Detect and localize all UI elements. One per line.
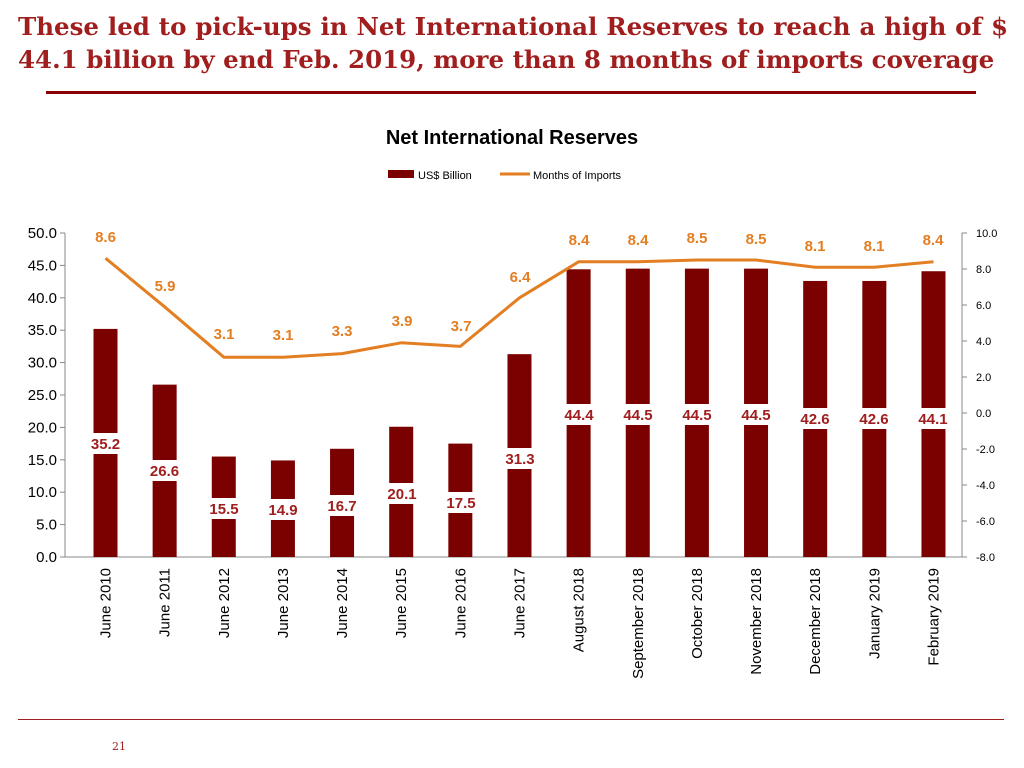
x-category-label: June 2012 <box>216 568 233 638</box>
bar-value-label: 26.6 <box>150 463 179 480</box>
line-value-label: 8.6 <box>95 229 116 246</box>
bar-value-label: 44.1 <box>918 411 947 428</box>
y-right-tick-label: -6.0 <box>976 516 995 528</box>
y-right-tick-label: 0.0 <box>976 408 991 420</box>
bar-value-label: 15.5 <box>209 501 238 518</box>
bar-label-plate <box>560 404 598 425</box>
bar-labels: 35.2 26.6 15.5 14.9 16.7 20.1 17.5 31.3 44.4 44.5… <box>86 404 952 520</box>
y-left-tick-label: 10.0 <box>28 484 57 501</box>
net-international-reserves-chart: Net International Reserves US$ Billion M… <box>28 127 998 679</box>
x-category-label: June 2017 <box>511 568 528 638</box>
y-left-tick-label: 0.0 <box>36 549 57 566</box>
bar-label-plate <box>264 499 302 520</box>
bar-value-label: 42.6 <box>859 411 888 428</box>
bar-label-plate <box>737 404 775 425</box>
bar-label-plate <box>205 498 243 519</box>
y-right-tick-label: 2.0 <box>976 372 991 384</box>
x-category-label: December 2018 <box>807 568 824 675</box>
x-category-label: November 2018 <box>748 568 765 675</box>
y-left-tick-label: 5.0 <box>36 517 57 534</box>
y-left-tick-label: 30.0 <box>28 355 57 372</box>
y-right-tick-label: 4.0 <box>976 336 991 348</box>
y-right-tick-label: -8.0 <box>976 552 995 564</box>
bar-label-plate <box>501 448 539 469</box>
x-category-label: February 2019 <box>925 568 942 666</box>
line-value-label: 8.1 <box>864 238 885 255</box>
x-axis-labels: June 2010 June 2011 June 2012 June 2013 June… <box>98 568 943 679</box>
bar-label-plate <box>145 460 184 481</box>
headline-divider <box>46 91 976 94</box>
x-category-label: June 2016 <box>452 568 469 638</box>
bar-label-plate <box>86 433 125 454</box>
y-right-tick-label: -2.0 <box>976 444 995 456</box>
footer-divider <box>18 719 1004 720</box>
bar-label-plate <box>442 492 480 513</box>
y-left-tick-label: 15.0 <box>28 452 57 469</box>
x-category-label: January 2019 <box>866 568 883 659</box>
line-value-label: 5.9 <box>155 278 176 295</box>
bar-value-label: 44.4 <box>564 407 594 424</box>
legend-label-bars: US$ Billion <box>418 170 472 182</box>
bar-label-plate <box>323 495 361 516</box>
months-of-imports-line <box>104 257 934 359</box>
x-category-label: June 2011 <box>157 568 174 637</box>
y-right-tick-label: 8.0 <box>976 264 991 276</box>
legend: US$ Billion Months of Imports <box>388 170 622 182</box>
line-value-label: 8.5 <box>687 230 708 247</box>
x-category-label: June 2014 <box>334 568 351 638</box>
line-labels: 8.6 5.9 3.1 3.1 3.3 3.9 3.7 6.4 8.4 8.4 8.5 8.5 8.1 8… <box>95 229 944 344</box>
bar-label-plate <box>796 408 834 429</box>
y-right-tick-label: 10.0 <box>976 228 997 240</box>
bar-label-plate <box>914 408 952 429</box>
line-value-label: 3.1 <box>273 327 294 344</box>
x-category-label: June 2010 <box>98 568 115 638</box>
page-number: 21 <box>112 740 126 753</box>
bar-value-label: 31.3 <box>505 451 534 468</box>
legend-swatch-bars <box>388 170 414 178</box>
bar-value-label: 17.5 <box>446 495 475 512</box>
bar-value-label: 35.2 <box>91 436 120 453</box>
line-value-label: 8.4 <box>569 232 591 249</box>
line-value-label: 3.7 <box>451 318 472 335</box>
y-left-tick-label: 40.0 <box>28 290 57 307</box>
bar-label-plate <box>619 404 657 425</box>
bar-label-plate <box>678 404 716 425</box>
x-category-label: September 2018 <box>630 568 647 679</box>
line-value-label: 3.9 <box>392 313 413 330</box>
y-left-tick-label: 20.0 <box>28 419 57 436</box>
line-value-label: 8.4 <box>923 232 945 249</box>
legend-label-line: Months of Imports <box>533 170 622 182</box>
bar-value-label: 44.5 <box>682 407 711 424</box>
y-left-tick-label: 50.0 <box>28 225 57 242</box>
bar-value-label: 16.7 <box>327 498 356 515</box>
x-category-label: October 2018 <box>689 568 706 659</box>
months-of-imports-polyline <box>104 257 934 359</box>
line-value-label: 8.5 <box>746 231 767 248</box>
x-category-label: June 2013 <box>275 568 292 638</box>
y-right-tick-label: -4.0 <box>976 480 995 492</box>
bar-value-label: 44.5 <box>741 407 770 424</box>
y-left-tick-label: 25.0 <box>28 387 57 404</box>
slide-headline: These led to pick-ups in Net Internation… <box>18 12 1008 74</box>
bar-label-plate <box>855 408 893 429</box>
bar-value-label: 20.1 <box>387 486 416 503</box>
line-value-label: 8.4 <box>628 232 650 249</box>
x-category-label: August 2018 <box>571 568 588 652</box>
bar-label-plate <box>383 483 421 504</box>
y-left-tick-label: 45.0 <box>28 257 57 274</box>
line-value-label: 8.1 <box>805 238 826 255</box>
bar-value-label: 14.9 <box>268 502 297 519</box>
bar-value-label: 44.5 <box>623 407 652 424</box>
line-value-label: 6.4 <box>510 269 532 286</box>
x-category-label: June 2015 <box>393 568 410 638</box>
bar-value-label: 42.6 <box>800 411 829 428</box>
chart-title: Net International Reserves <box>386 127 638 149</box>
y-right-tick-label: 6.0 <box>976 300 991 312</box>
line-value-label: 3.1 <box>214 326 235 343</box>
y-left-tick-label: 35.0 <box>28 322 57 339</box>
line-value-label: 3.3 <box>332 323 353 340</box>
